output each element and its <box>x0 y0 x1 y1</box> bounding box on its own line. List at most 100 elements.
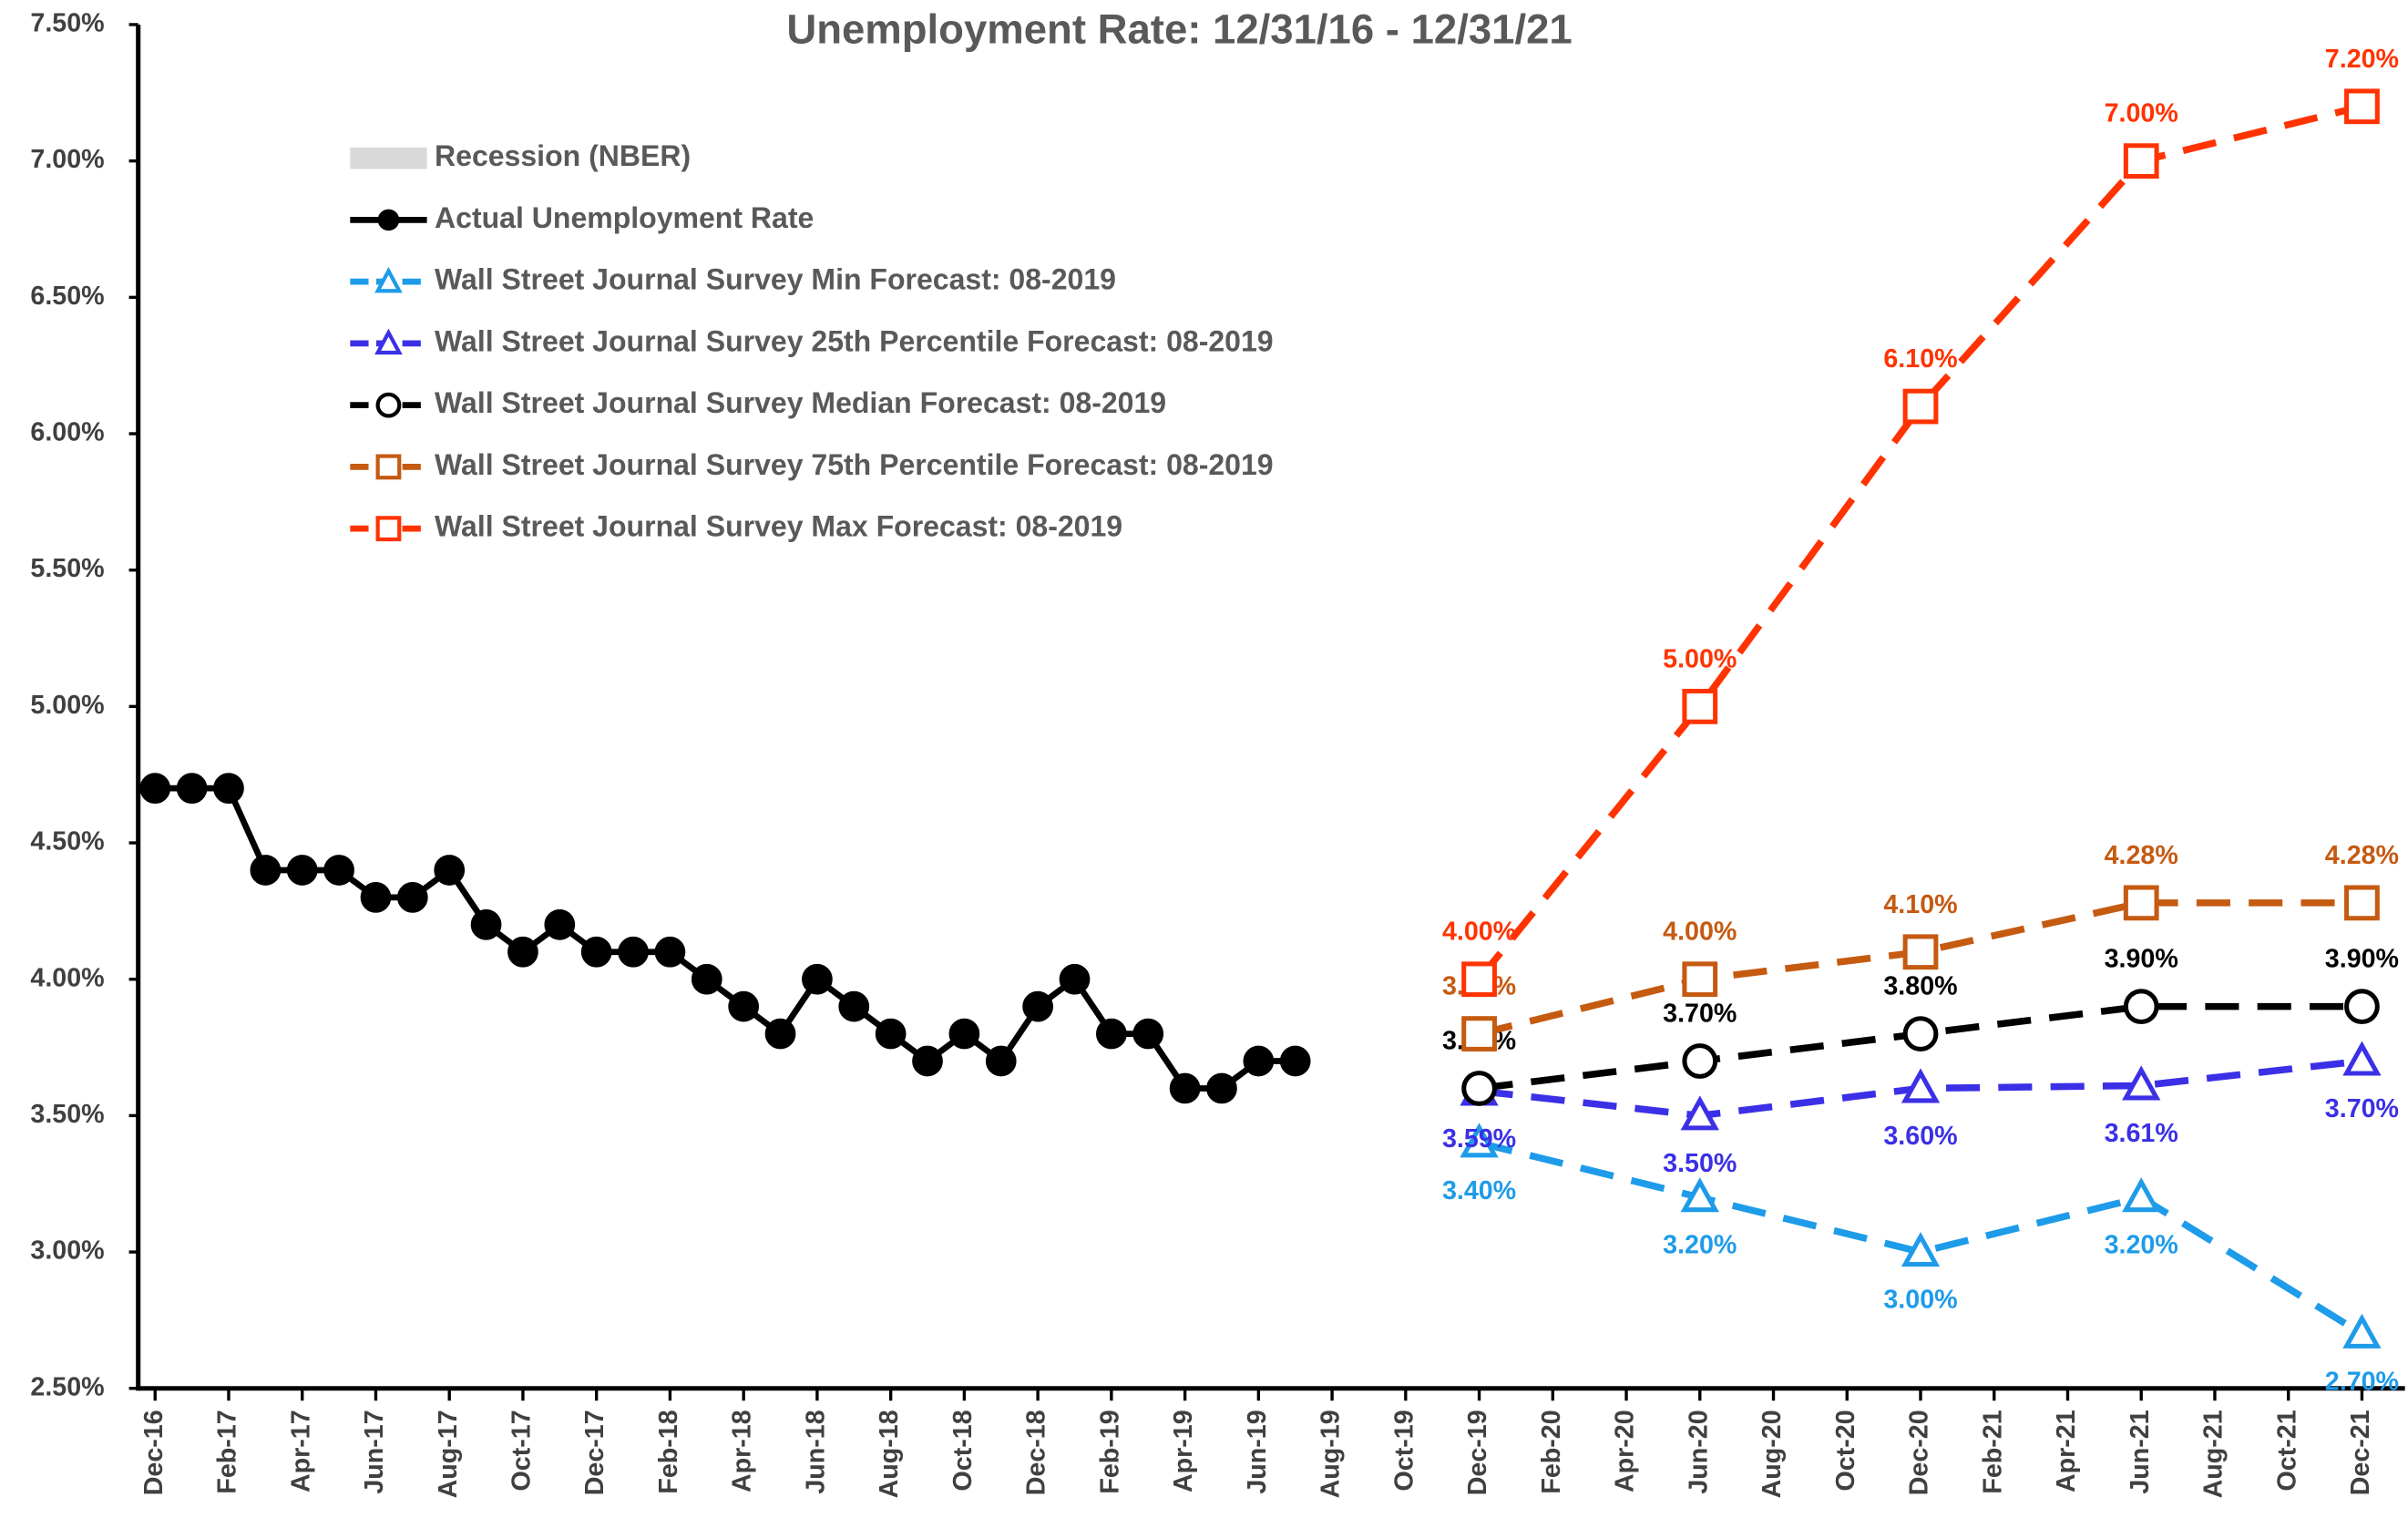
marker <box>1461 1071 1497 1106</box>
marker <box>1682 961 1718 998</box>
y-tick-label: 7.00% <box>30 145 104 174</box>
marker <box>2123 885 2159 921</box>
legend-label: Actual Unemployment Rate <box>435 201 814 234</box>
legend-label: Wall Street Journal Survey Max Forecast:… <box>435 510 1122 543</box>
data-label: 3.40% <box>1442 1176 1516 1205</box>
x-tick-label: Aug-19 <box>1317 1410 1346 1498</box>
data-label: 3.59% <box>1442 1124 1516 1154</box>
marker <box>250 855 282 886</box>
x-tick-label: Dec-19 <box>1463 1410 1492 1495</box>
data-label: 3.90% <box>2105 945 2178 974</box>
legend-marker <box>374 328 403 355</box>
x-tick-label: Dec-20 <box>1905 1410 1934 1495</box>
marker <box>912 1045 943 1077</box>
marker <box>728 990 760 1022</box>
legend-label: Wall Street Journal Survey 25th Percenti… <box>435 324 1274 357</box>
marker <box>323 855 354 886</box>
y-tick-label: 3.00% <box>30 1236 104 1266</box>
x-tick-label: Dec-18 <box>1022 1410 1051 1495</box>
y-tick-label: 7.50% <box>30 9 104 38</box>
x-tick-label: Feb-20 <box>1537 1410 1566 1493</box>
marker <box>1279 1045 1311 1077</box>
marker <box>1901 1068 1941 1103</box>
data-label: 2.70% <box>2325 1367 2399 1396</box>
marker <box>360 882 392 913</box>
y-tick-label: 2.50% <box>30 1372 104 1401</box>
legend-marker <box>375 516 402 542</box>
marker <box>2342 1041 2382 1076</box>
marker <box>1902 388 1939 425</box>
marker <box>1460 1123 1499 1158</box>
marker <box>434 855 466 886</box>
y-tick-label: 6.00% <box>30 418 104 447</box>
x-tick-label: Apr-17 <box>286 1410 315 1492</box>
marker <box>1902 934 1939 970</box>
y-tick-label: 5.00% <box>30 691 104 720</box>
marker <box>2122 1177 2161 1213</box>
marker <box>1901 1232 1941 1267</box>
marker <box>1132 1018 1164 1050</box>
data-label: 5.00% <box>1663 644 1737 673</box>
data-label: 3.80% <box>1883 972 1957 1001</box>
x-tick-label: Feb-17 <box>213 1410 242 1493</box>
marker <box>875 1018 907 1050</box>
x-tick-label: Aug-17 <box>434 1410 463 1498</box>
data-label: 7.20% <box>2325 45 2399 74</box>
marker <box>2122 1065 2161 1101</box>
marker <box>470 908 502 940</box>
marker <box>691 963 722 995</box>
legend-label: Recession (NBER) <box>435 139 691 172</box>
series-group <box>139 773 1311 1104</box>
data-label: 3.90% <box>2325 945 2399 974</box>
x-tick-label: Feb-18 <box>654 1410 683 1493</box>
x-tick-label: Oct-21 <box>2272 1410 2301 1491</box>
legend-label: Wall Street Journal Survey Min Forecast:… <box>435 263 1116 296</box>
legend-label: Wall Street Journal Survey 75th Percenti… <box>435 448 1274 481</box>
x-tick-label: Oct-20 <box>1831 1410 1860 1491</box>
marker <box>1682 688 1718 724</box>
x-tick-label: Aug-20 <box>1757 1410 1787 1498</box>
marker <box>139 773 171 805</box>
data-label: 3.60% <box>1883 1122 1957 1151</box>
marker <box>985 1045 1017 1077</box>
legend-label: Wall Street Journal Survey Median Foreca… <box>435 386 1166 419</box>
marker <box>2123 989 2159 1025</box>
marker <box>654 936 686 968</box>
legend-swatch <box>350 147 427 169</box>
marker <box>1206 1072 1237 1104</box>
legend-marker <box>377 209 400 231</box>
marker <box>1461 1016 1497 1051</box>
x-tick-label: Apr-20 <box>1611 1410 1640 1492</box>
marker <box>1680 1177 1719 1213</box>
marker <box>618 936 649 968</box>
legend-marker <box>375 454 402 480</box>
x-tick-label: Dec-21 <box>2346 1410 2375 1495</box>
data-label: 3.20% <box>2105 1231 2178 1260</box>
marker <box>2123 143 2159 179</box>
x-tick-label: Jun-20 <box>1684 1410 1713 1493</box>
y-tick-label: 3.50% <box>30 1100 104 1129</box>
x-tick-label: Oct-19 <box>1389 1410 1419 1491</box>
marker <box>2344 88 2380 125</box>
data-label: 3.61% <box>2105 1119 2178 1148</box>
x-tick-label: Feb-19 <box>1095 1410 1124 1493</box>
x-tick-label: Dec-16 <box>139 1410 169 1495</box>
series-group: 3.59% 3.50% 3.60% 3.61% 3.70% <box>1442 1041 2399 1178</box>
data-label: 7.00% <box>2105 99 2178 128</box>
legend-marker <box>375 392 402 418</box>
y-tick-label: 4.50% <box>30 827 104 856</box>
marker <box>1682 1043 1718 1079</box>
data-label: 4.10% <box>1883 890 1957 919</box>
marker <box>2344 989 2380 1025</box>
series-group: 3.60%3.70%3.80%3.90%3.90% <box>1442 945 2399 1106</box>
x-tick-label: Jun-21 <box>2126 1410 2155 1493</box>
chart-title: Unemployment Rate: 12/31/16 - 12/31/21 <box>786 5 1572 52</box>
series-group: 4.00% 5.00% 6.10% 7.00% 7.20% <box>1442 45 2399 998</box>
x-tick-label: Dec-17 <box>580 1410 610 1495</box>
marker <box>176 773 208 805</box>
marker <box>544 908 576 940</box>
x-tick-label: Jun-18 <box>801 1410 830 1493</box>
series-group: 3.40% 3.20% 3.00% 3.20% 2.70% <box>1442 1123 2399 1396</box>
